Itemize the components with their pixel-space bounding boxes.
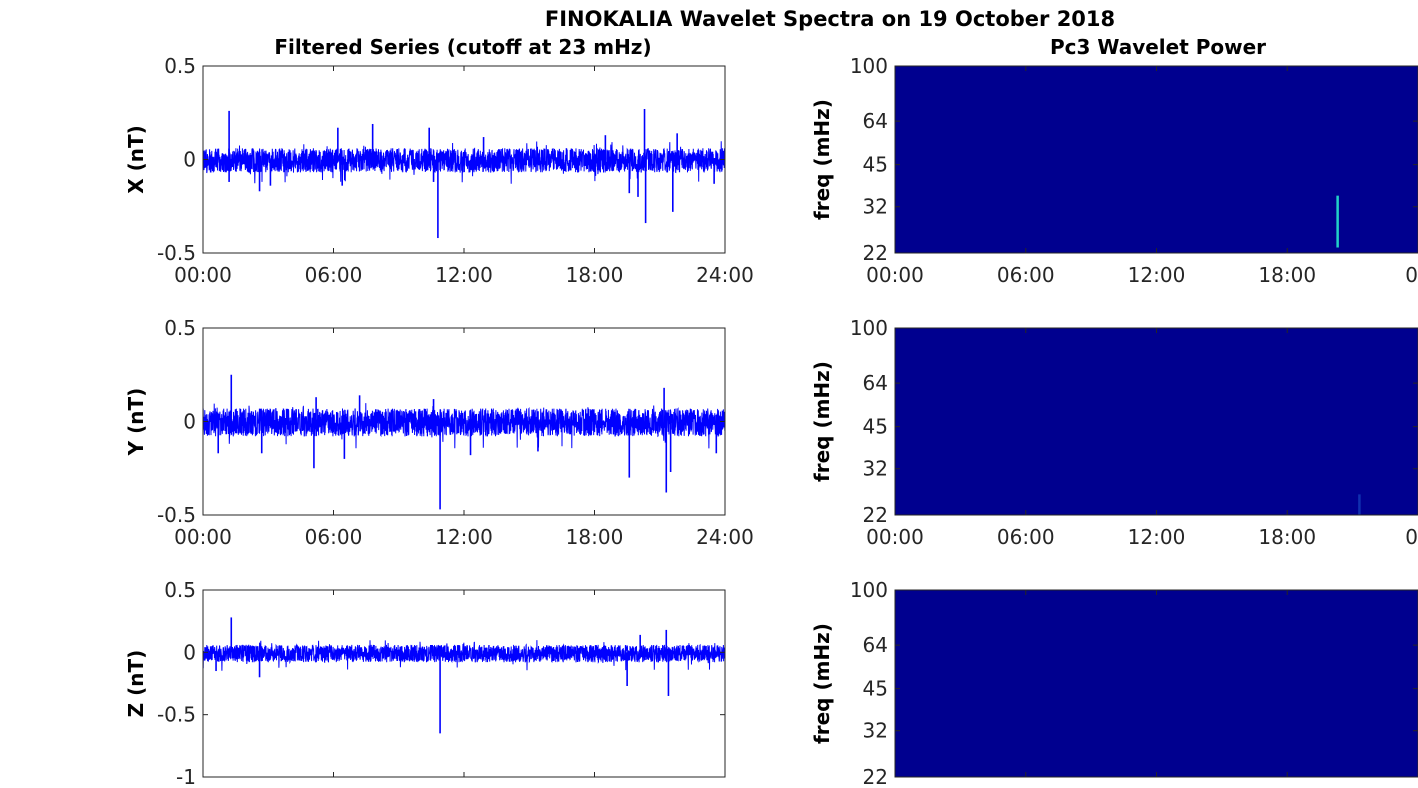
wavelet-panel-x: 00:00 06:00 12:00 18:00 00 22 32 45 64 100 freq (m… [810, 54, 1418, 287]
trace-group [203, 374, 725, 510]
chart-panels: 00:00 06:00 12:00 18:00 24:00-0.500.5X (nT)0… [124, 54, 1418, 788]
left-column-title: Filtered Series (cutoff at 23 mHz) [274, 35, 651, 59]
x-tick-label: 00 [1405, 525, 1418, 549]
y-tick-label: 32 [863, 457, 888, 481]
x-tick-label: 00:00 [174, 525, 232, 549]
x-tick-label: 06:00 [997, 525, 1055, 549]
wavelet-power-feature [1336, 195, 1339, 248]
y-tick-label: 45 [863, 415, 888, 439]
y-tick-label: -0.5 [157, 503, 196, 527]
y-tick-label: 0 [183, 640, 196, 664]
x-tick-label: 00:00 [174, 263, 232, 287]
series-panel-x: 00:00 06:00 12:00 18:00 24:00 -0.5 0 0.5 X (nT) [124, 54, 754, 287]
y-axis-label: freq (mHz) [810, 623, 834, 744]
x-tick-label: 18:00 [566, 263, 624, 287]
wavelet-heatmap-background [895, 328, 1418, 515]
y-tick-label: 64 [863, 371, 888, 395]
y-axis-label: freq (mHz) [810, 99, 834, 220]
y-axis-label: Y (nT) [124, 388, 148, 457]
wavelet-panel-y: 00:00 06:00 12:00 18:00 00 22 32 45 64 100 freq (m… [810, 316, 1418, 549]
x-tick-label: 12:00 [435, 525, 493, 549]
y-tick-label: 22 [863, 765, 888, 788]
y-tick-label: 32 [863, 195, 888, 219]
x-tick-label: 12:00 [435, 263, 493, 287]
figure-title: FINOKALIA Wavelet Spectra on 19 October … [545, 7, 1115, 31]
y-tick-label: 22 [863, 241, 888, 265]
wavelet-power-feature [1358, 494, 1361, 515]
y-tick-label: -1 [176, 765, 196, 788]
y-tick-label: 45 [863, 153, 888, 177]
series-panel-z: -1 -0.5 0 0.5 Z (nT) [124, 578, 726, 788]
y-axis-label: freq (mHz) [810, 361, 834, 482]
y-tick-label: 0.5 [164, 578, 196, 602]
trace-group [203, 617, 725, 734]
series-line [203, 640, 725, 671]
y-tick-label: 64 [863, 109, 888, 133]
y-tick-label: 100 [850, 578, 888, 602]
x-tick-label: 18:00 [566, 525, 624, 549]
wavelet-heatmap-background [895, 590, 1418, 777]
series-line [203, 141, 725, 184]
series-panel-y: 00:00 06:00 12:00 18:00 24:00 -0.5 0 0.5 Y (nT) [124, 316, 754, 549]
right-column-title: Pc3 Wavelet Power [1050, 35, 1266, 59]
x-tick-label: 06:00 [305, 525, 363, 549]
y-tick-label: 0 [183, 410, 196, 434]
axes-box [202, 589, 726, 778]
x-tick-label: 24:00 [696, 525, 754, 549]
series-line [203, 403, 725, 449]
x-tick-label: 06:00 [305, 263, 363, 287]
x-tick-label: 24:00 [696, 263, 754, 287]
y-tick-label: 0 [183, 148, 196, 172]
y-tick-label: 32 [863, 719, 888, 743]
wavelet-heatmap-background [895, 66, 1418, 253]
y-tick-label: 22 [863, 503, 888, 527]
x-tick-label: 00 [1405, 263, 1418, 287]
y-tick-label: 64 [863, 633, 888, 657]
y-tick-label: -0.5 [157, 703, 196, 727]
x-tick-label: 12:00 [1128, 263, 1186, 287]
x-tick-label: 18:00 [1258, 263, 1316, 287]
y-axis-label: X (nT) [124, 125, 148, 194]
trace-group [203, 109, 725, 239]
y-tick-label: 0.5 [164, 316, 196, 340]
x-tick-label: 00:00 [866, 525, 924, 549]
y-tick-label: 100 [850, 54, 888, 78]
y-tick-label: 45 [863, 677, 888, 701]
x-tick-label: 06:00 [997, 263, 1055, 287]
x-tick-label: 00:00 [866, 263, 924, 287]
x-tick-label: 12:00 [1128, 525, 1186, 549]
y-tick-label: 0.5 [164, 54, 196, 78]
y-axis-label: Z (nT) [124, 650, 148, 718]
x-tick-label: 18:00 [1258, 525, 1316, 549]
y-tick-label: 100 [850, 316, 888, 340]
y-tick-label: -0.5 [157, 241, 196, 265]
wavelet-panel-z: 22 32 45 64 100 freq (mHz) [810, 578, 1418, 788]
